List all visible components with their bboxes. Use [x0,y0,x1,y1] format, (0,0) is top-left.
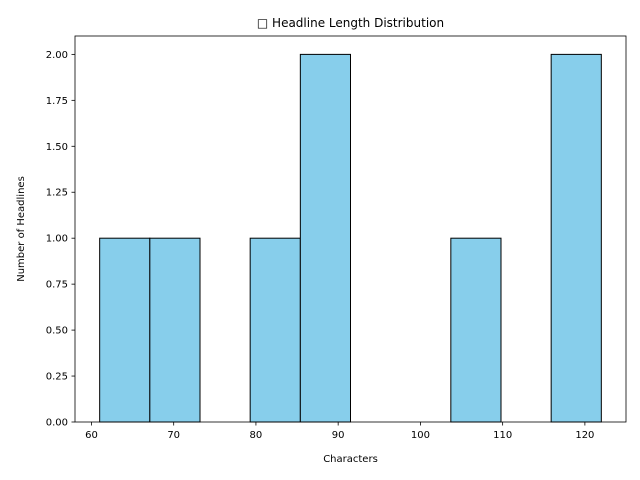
y-tick-label: 0.00 [46,418,68,429]
histogram-bar [99,237,151,423]
histogram-bar [450,237,502,423]
x-axis-label: Characters [323,454,378,465]
y-tick-label: 0.75 [46,280,68,291]
y-tick-label: 2.00 [46,50,68,61]
x-axis-ticks: 60 70 80 90 100 110 120 [85,422,594,441]
y-tick-label: 0.25 [46,372,68,383]
x-tick-label: 90 [332,430,345,441]
x-tick-label: 80 [250,430,263,441]
histogram-bars [99,53,602,423]
x-tick-label: 60 [85,430,98,441]
y-tick-label: 0.50 [46,326,68,337]
y-tick-label: 1.00 [46,234,68,245]
x-tick-label: 110 [493,430,512,441]
y-tick-label: 1.25 [46,188,68,199]
x-tick-label: 100 [411,430,430,441]
plot-frame [74,35,627,423]
y-tick-label: 1.75 [46,96,68,107]
chart-title: □ Headline Length Distribution [257,16,444,30]
y-tick-label: 1.50 [46,142,68,153]
x-tick-label: 70 [167,430,180,441]
x-tick-label: 120 [575,430,594,441]
histogram-bar [550,53,602,423]
histogram-bar [149,237,201,423]
histogram-bar [249,237,301,423]
histogram-bar [299,53,351,423]
y-axis-ticks: 0.00 0.25 0.50 0.75 1.00 1.25 1.50 1.75 2.00 [46,50,75,429]
y-axis-label: Number of Headlines [16,176,27,282]
